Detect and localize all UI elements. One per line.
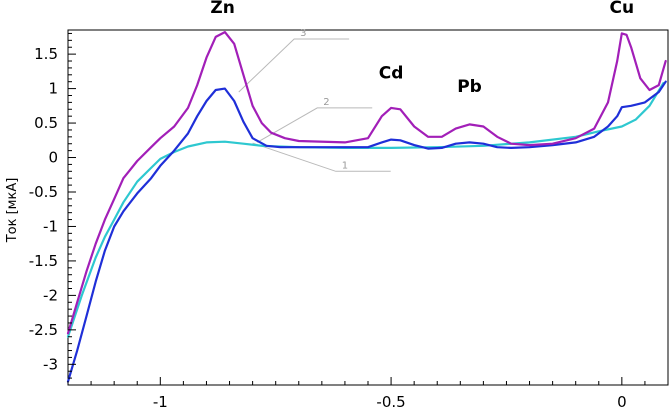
y-axis: 1.5 1 0.5 0 -0.5 -1 -1.5 -2 -2.5 -3	[29, 32, 76, 386]
x-axis: -1 -0.5 0	[67, 377, 669, 411]
y-tick-label: -2.5	[29, 321, 58, 339]
y-tick-label: -2	[43, 286, 58, 304]
callout-label: 3	[300, 28, 306, 39]
y-tick-label: 0	[48, 149, 58, 167]
peak-label: Zn	[210, 0, 234, 18]
peak-label: Cu	[610, 0, 635, 18]
callout-leader	[238, 38, 350, 93]
callout-leader	[256, 107, 373, 143]
y-tick-label: -1.5	[29, 252, 58, 270]
plot-area	[67, 29, 669, 386]
series-line-2	[66, 80, 667, 383]
annotation-group: Zn Cd Pb Cu	[210, 0, 634, 97]
x-tick-label: -0.5	[376, 393, 405, 411]
series-group	[66, 30, 667, 383]
series-line-1	[66, 81, 665, 338]
y-tick-label: -0.5	[29, 183, 58, 201]
callout-leader	[252, 142, 391, 172]
y-axis-label: Ток [мкА]	[5, 178, 20, 244]
y-tick-label: -1	[43, 217, 58, 235]
callout-group: 1 2 3	[238, 28, 391, 172]
peak-label: Pb	[457, 77, 482, 97]
y-tick-label: -3	[43, 355, 58, 373]
x-tick-label: -1	[153, 393, 168, 411]
callout-label: 2	[323, 97, 329, 108]
callout-label: 1	[342, 160, 348, 171]
x-tick-label: 0	[617, 393, 627, 411]
y-tick-label: 1	[48, 80, 58, 98]
y-tick-label: 1.5	[34, 45, 58, 63]
peak-label: Cd	[379, 63, 404, 83]
y-tick-label: 0.5	[34, 114, 58, 132]
series-line-3	[66, 30, 667, 335]
